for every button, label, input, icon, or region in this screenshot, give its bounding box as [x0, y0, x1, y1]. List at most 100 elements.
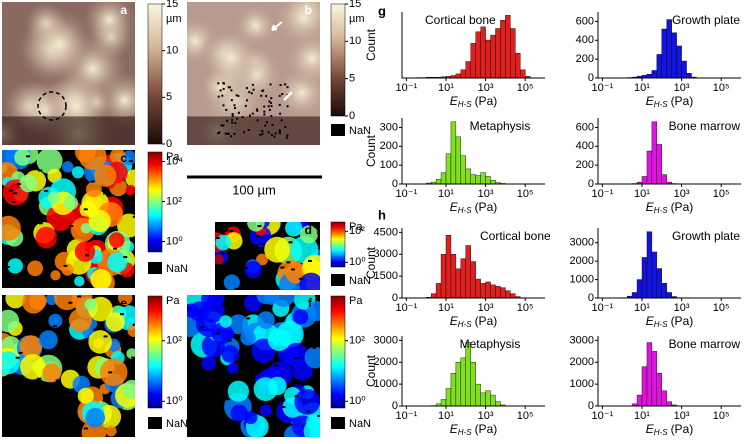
x-tick-label: 10⁻¹ [592, 82, 614, 94]
nan-pixel [58, 391, 62, 393]
texture-blob [198, 25, 263, 90]
x-axis-label: EH-S(Pa) [646, 314, 693, 329]
nan-pixel [129, 160, 133, 162]
nan-pixel [222, 104, 224, 106]
nan-swatch [331, 124, 345, 136]
chart-title: Bone marrow [669, 337, 741, 351]
x-tick-label: 10³ [674, 410, 690, 422]
bar [446, 154, 451, 184]
y-tick-label: 4500 [374, 226, 398, 238]
nan-pixel [225, 133, 227, 135]
colorbar [148, 4, 162, 144]
bar [481, 27, 486, 78]
nan-pixel [108, 371, 112, 373]
nan-pixel [17, 412, 21, 414]
x-label-unit: (Pa) [671, 200, 694, 214]
bar [657, 269, 662, 298]
bar [456, 137, 461, 184]
nan-pixel [246, 87, 248, 89]
bar [461, 358, 466, 406]
texture-blob [90, 269, 111, 290]
figure-label: g [378, 3, 386, 18]
nan-pixel [286, 134, 288, 136]
texture-blob [88, 330, 112, 354]
bar [486, 391, 491, 406]
nan-pixel [279, 113, 281, 115]
texture-blob [125, 170, 143, 188]
x-label-unit: (Pa) [475, 94, 498, 108]
x-axis-label: EH-S(Pa) [646, 200, 693, 215]
texture-blob [219, 315, 231, 327]
x-tick-label: 10³ [674, 82, 690, 94]
nan-pixel [6, 266, 10, 268]
y-axis-label: Count [364, 134, 378, 167]
bar [677, 46, 682, 78]
bar [466, 343, 471, 406]
texture-blob [268, 328, 291, 351]
nan-pixel [268, 131, 270, 133]
nan-pixel [64, 265, 68, 267]
nan-pixel [291, 268, 295, 270]
texture-blob [88, 210, 110, 232]
texture-blob [29, 292, 47, 310]
shadow [187, 116, 320, 145]
nan-pixel [223, 88, 225, 90]
texture-blob [85, 408, 105, 428]
nan-pixel [228, 133, 230, 135]
bar [505, 15, 510, 78]
nan-pixel [120, 313, 124, 315]
nan-pixel [286, 261, 290, 263]
nan-pixel [275, 132, 277, 134]
nan-pixel [287, 86, 289, 88]
nan-pixel [217, 82, 219, 84]
y-tick-label: 200 [576, 53, 594, 65]
nan-pixel [236, 94, 238, 96]
nan-pixel [56, 237, 60, 239]
bar [471, 43, 476, 78]
texture-blob [36, 227, 58, 249]
colorbar-tick-label: 15 [166, 0, 178, 10]
bar [652, 70, 657, 78]
colorbar [148, 296, 162, 408]
texture-blob [81, 223, 91, 233]
nan-pixel [238, 112, 240, 114]
nan-pixel [103, 192, 107, 194]
x-tick-label: 10¹ [634, 82, 650, 94]
bar [657, 373, 662, 406]
nan-pixel [216, 332, 220, 334]
texture-blob [19, 175, 37, 193]
nan-label: NaN [349, 418, 371, 430]
nan-pixel [218, 132, 220, 134]
nan-label: NaN [166, 263, 188, 275]
bar [637, 395, 642, 406]
nan-pixel [225, 109, 227, 111]
bar [481, 393, 486, 406]
figure-label: h [378, 207, 386, 222]
nan-pixel [244, 267, 248, 269]
nan-pixel [279, 104, 281, 106]
bar [461, 156, 466, 184]
nan-pixel [269, 109, 271, 111]
nan-pixel [249, 115, 251, 117]
nan-pixel [242, 116, 244, 118]
nan-pixel [223, 83, 225, 85]
x-tick-label: 10¹ [634, 410, 650, 422]
nan-pixel [299, 278, 303, 280]
texture-blob [220, 327, 234, 341]
texture-blob [75, 241, 95, 261]
x-tick-label: 10¹ [438, 410, 454, 422]
y-tick-label: 200 [380, 140, 398, 152]
nan-pixel [12, 201, 16, 203]
x-tick-label: 10⁵ [713, 410, 730, 422]
texture-blob [5, 288, 25, 308]
nan-pixel [312, 347, 316, 349]
nan-pixel [220, 252, 224, 254]
x-axis-label: EH-S(Pa) [646, 94, 693, 109]
chart-title: Metaphysis [460, 337, 521, 351]
x-tick-label: 10⁻¹ [396, 82, 418, 94]
x-tick-label: 10³ [478, 82, 494, 94]
x-tick-label: 10¹ [634, 188, 650, 200]
nan-pixel [280, 84, 282, 86]
nan-pixel [234, 122, 236, 124]
